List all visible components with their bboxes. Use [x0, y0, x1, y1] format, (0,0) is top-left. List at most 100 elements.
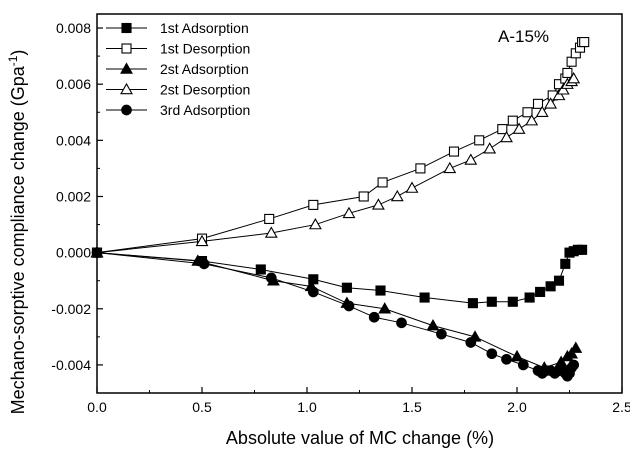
legend-marker: [120, 62, 133, 74]
data-point: [342, 206, 356, 219]
data-point: [512, 122, 526, 134]
data-point: [535, 105, 549, 118]
legend-entry: 2st Adsorption: [106, 61, 249, 77]
x-tick-label: 0.0: [87, 399, 107, 415]
legend-marker: [121, 22, 132, 34]
data-point: [556, 83, 570, 95]
legend-label: 1st Desorption: [160, 41, 250, 57]
data-point: [562, 67, 573, 79]
data-point: [405, 181, 419, 193]
legend-marker: [121, 43, 132, 54]
series-4: [90, 71, 581, 258]
data-point: [255, 264, 266, 275]
data-point: [565, 347, 579, 359]
data-point: [522, 107, 533, 118]
series-layer: [90, 37, 590, 382]
data-point: [510, 349, 524, 362]
x-tick-label: 1.5: [402, 399, 422, 415]
legend-label: 2st Adsorption: [160, 61, 249, 77]
data-point: [577, 244, 588, 255]
data-point: [524, 292, 535, 303]
data-point: [375, 285, 386, 296]
data-point: [545, 281, 556, 292]
data-point: [198, 258, 210, 270]
plot-frame: [96, 13, 623, 394]
x-tick-label: 0.5: [192, 399, 212, 415]
y-axis-label-close: ): [8, 50, 28, 56]
legend-marker: [121, 104, 132, 116]
data-point: [560, 258, 571, 269]
data-point: [195, 234, 209, 247]
data-point: [465, 337, 477, 348]
legend-entry: 1st Desorption: [106, 41, 250, 57]
y-tick-label: -0.002: [51, 301, 91, 317]
data-point: [464, 153, 478, 165]
legend: 1st Adsorption 1st Desorption 2st Adsorpti…: [106, 20, 250, 118]
legend-entry: 3rd Adsorption: [106, 102, 250, 118]
data-point: [483, 142, 497, 154]
data-point: [569, 341, 583, 353]
series-line: [96, 249, 583, 304]
data-point: [377, 177, 388, 188]
data-point: [436, 328, 447, 340]
x-tick-label: 2.0: [507, 399, 527, 415]
data-point: [486, 296, 497, 307]
x-tick-label: 1.0: [297, 399, 317, 415]
data-point: [448, 146, 460, 157]
data-point: [396, 317, 407, 329]
y-tick-label: 0.008: [56, 20, 91, 36]
data-point: [525, 114, 539, 126]
y-tick-label: 0.004: [56, 132, 91, 148]
data-point: [486, 348, 498, 360]
data-point: [378, 302, 392, 314]
chart-annotation: A-15%: [498, 27, 549, 46]
data-point: [371, 198, 385, 210]
legend-label: 2st Desorption: [160, 82, 250, 98]
data-point: [568, 359, 580, 371]
data-point: [443, 161, 457, 174]
data-point: [307, 286, 319, 298]
y-tick-label: 0.002: [56, 188, 91, 204]
data-point: [535, 286, 546, 297]
data-point: [308, 217, 322, 230]
x-tick-label: 2.5: [612, 399, 630, 415]
data-point: [358, 191, 369, 202]
axes: 0.0 0.5 1.0 1.5 2.0 2.5 -0.004 -0.002 0.000 0.002…: [51, 20, 630, 415]
data-point: [507, 296, 518, 307]
series-3: [90, 246, 583, 373]
data-point: [264, 213, 275, 224]
series-5: [91, 247, 580, 382]
y-tick-label: 0.000: [56, 245, 91, 261]
data-point: [390, 189, 404, 202]
data-point: [517, 359, 529, 371]
series-1: [91, 244, 588, 309]
data-point: [532, 98, 544, 109]
data-point: [467, 298, 478, 309]
data-point: [544, 97, 558, 109]
y-axis-label-sup: -1: [6, 55, 20, 66]
series-line: [96, 252, 577, 369]
data-point: [368, 311, 380, 323]
data-point: [264, 226, 278, 238]
data-point: [415, 163, 426, 174]
data-point: [507, 115, 518, 126]
data-point: [419, 292, 430, 303]
y-tick-label: 0.006: [56, 76, 91, 92]
data-point: [341, 282, 352, 293]
data-point: [553, 275, 565, 286]
data-point: [426, 319, 440, 331]
y-axis-label-main: Mechano-sorptive compliance change (Gpa: [8, 65, 28, 414]
legend-entry: 1st Adsorption: [106, 20, 249, 36]
legend-marker: [120, 82, 133, 95]
data-point: [265, 272, 277, 284]
y-axis-label: Mechano-sorptive compliance change (Gpa-…: [6, 50, 28, 415]
legend-entry: 2st Desorption: [106, 82, 250, 98]
data-point: [474, 135, 485, 146]
data-point: [579, 37, 590, 48]
data-point: [552, 88, 566, 101]
data-point: [497, 124, 508, 135]
x-axis-label: Absolute value of MC change (%): [226, 428, 494, 448]
data-point: [343, 300, 355, 312]
legend-label: 3rd Adsorption: [160, 102, 250, 118]
data-point: [500, 130, 513, 143]
